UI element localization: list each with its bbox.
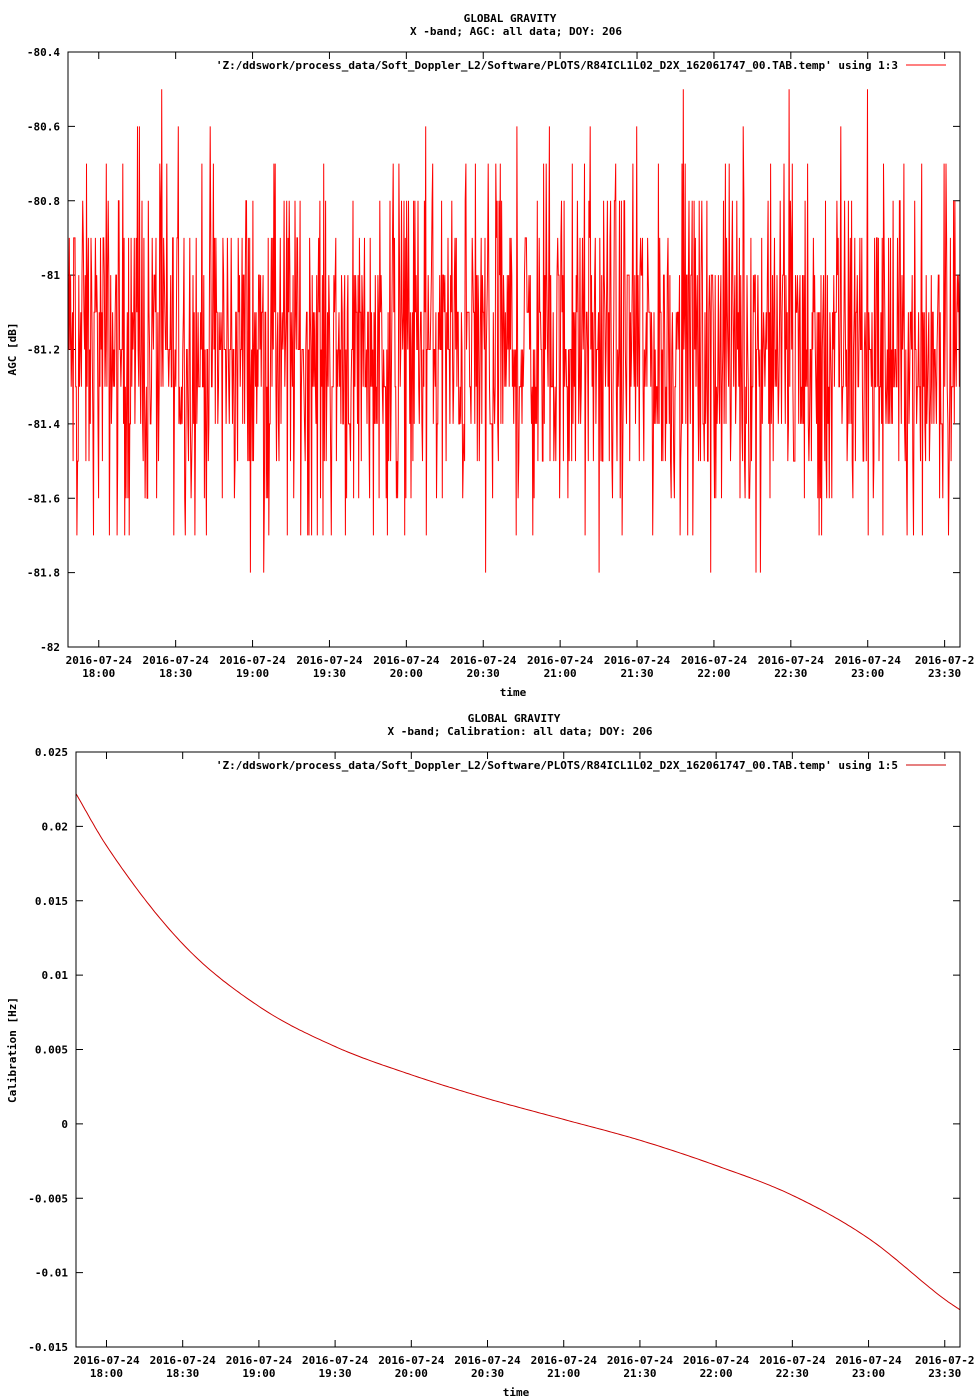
y-tick-label: -0.005 [28,1192,68,1205]
y-tick-label: -80.4 [27,46,60,59]
calibration-chart: GLOBAL GRAVITY X -band; Calibration: all… [6,712,975,1399]
x-tick-date-label: 2016-07-24 [296,654,363,667]
y-tick-label: -0.01 [35,1267,68,1280]
x-tick-time-label: 19:00 [242,1367,275,1380]
x-tick-time-label: 19:30 [313,667,346,680]
x-tick-time-label: 21:30 [623,1367,656,1380]
x-tick-date-label: 2016-07-24 [683,1354,750,1367]
calibration-x-axis-label: time [503,1386,530,1399]
x-tick-time-label: 22:30 [776,1367,809,1380]
y-tick-label: -81.6 [27,492,60,505]
y-tick-label: 0.025 [35,746,68,759]
calibration-plot-frame [75,751,961,1348]
x-tick-time-label: 20:30 [467,667,500,680]
agc-y-ticks: -82 -81.8 -81.6 -81.4 -81.2 -81 -80.8 -80.6 -80.… [27,46,960,654]
x-tick-time-label: 21:00 [547,1367,580,1380]
y-tick-label: -81.4 [27,418,60,431]
y-tick-label: 0.005 [35,1044,68,1057]
x-tick-time-label: 18:00 [90,1367,123,1380]
y-tick-label: -81.2 [27,344,60,357]
y-tick-label: 0.02 [42,820,69,833]
agc-series-line [68,89,961,573]
y-tick-label: -82 [40,641,60,654]
x-tick-date-label: 2016-07-24 [759,1354,826,1367]
y-tick-label: 0.01 [42,969,69,982]
agc-y-axis-label: AGC [dB] [6,323,19,376]
y-tick-label: -81.8 [27,567,60,580]
x-tick-date-label: 2016-07-2 [915,654,975,667]
x-tick-time-label: 22:30 [774,667,807,680]
x-tick-time-label: 21:00 [544,667,577,680]
x-tick-time-label: 20:00 [395,1367,428,1380]
x-tick-time-label: 19:00 [236,667,269,680]
calibration-y-axis-label: Calibration [Hz] [6,997,19,1103]
x-tick-date-label: 2016-07-24 [143,654,210,667]
x-tick-date-label: 2016-07-24 [835,1354,902,1367]
calibration-chart-title: GLOBAL GRAVITY [468,712,561,725]
agc-chart-title: GLOBAL GRAVITY [464,12,557,25]
calibration-chart-subtitle: X -band; Calibration: all data; DOY: 206 [388,725,653,738]
x-tick-time-label: 23:30 [928,667,961,680]
y-tick-label: -81 [40,269,60,282]
calibration-y-ticks: -0.015 -0.01 -0.005 0 0.005 0.01 0.015 0.02 0.02… [28,746,960,1354]
x-tick-time-label: 18:30 [166,1367,199,1380]
x-tick-date-label: 2016-07-24 [219,654,286,667]
x-tick-date-label: 2016-07-24 [604,654,671,667]
agc-x-axis-label: time [500,686,527,699]
x-tick-time-label: 19:30 [319,1367,352,1380]
x-tick-time-label: 21:30 [620,667,653,680]
y-tick-label: -80.8 [27,195,60,208]
x-tick-date-label: 2016-07-24 [454,1354,521,1367]
calibration-x-ticks: 2016-07-2418:002016-07-2418:302016-07-24… [73,752,975,1380]
x-tick-time-label: 20:00 [390,667,423,680]
x-tick-time-label: 22:00 [700,1367,733,1380]
x-tick-date-label: 2016-07-24 [450,654,517,667]
x-tick-date-label: 2016-07-24 [378,1354,445,1367]
y-tick-label: 0.015 [35,895,68,908]
x-tick-date-label: 2016-07-24 [66,654,133,667]
x-tick-date-label: 2016-07-24 [758,654,825,667]
x-tick-time-label: 18:00 [82,667,115,680]
y-tick-label: -0.015 [28,1341,68,1354]
agc-chart-subtitle: X -band; AGC: all data; DOY: 206 [410,25,622,38]
x-tick-date-label: 2016-07-24 [373,654,440,667]
agc-legend-label: 'Z:/ddswork/process_data/Soft_Doppler_L2… [216,59,898,72]
agc-chart: GLOBAL GRAVITY X -band; AGC: all data; D… [6,12,974,699]
y-tick-label: -80.6 [27,120,60,133]
x-tick-date-label: 2016-07-24 [531,1354,598,1367]
x-tick-time-label: 23:30 [928,1367,961,1380]
x-tick-date-label: 2016-07-24 [607,1354,674,1367]
agc-plot-frame [67,51,961,648]
x-tick-date-label: 2016-07-24 [835,654,902,667]
y-tick-label: 0 [61,1118,68,1131]
x-tick-time-label: 20:30 [471,1367,504,1380]
agc-x-ticks: 2016-07-2418:002016-07-2418:302016-07-24… [66,52,975,680]
x-tick-date-label: 2016-07-24 [681,654,748,667]
calibration-series-line [75,793,961,1311]
x-tick-date-label: 2016-07-24 [527,654,594,667]
x-tick-time-label: 18:30 [159,667,192,680]
x-tick-date-label: 2016-07-24 [73,1354,140,1367]
x-tick-date-label: 2016-07-24 [226,1354,293,1367]
x-tick-date-label: 2016-07-24 [302,1354,369,1367]
calibration-legend-label: 'Z:/ddswork/process_data/Soft_Doppler_L2… [216,759,898,772]
x-tick-time-label: 22:00 [697,667,730,680]
x-tick-date-label: 2016-07-2 [915,1354,975,1367]
x-tick-date-label: 2016-07-24 [150,1354,217,1367]
x-tick-time-label: 23:00 [852,1367,885,1380]
x-tick-time-label: 23:00 [851,667,884,680]
